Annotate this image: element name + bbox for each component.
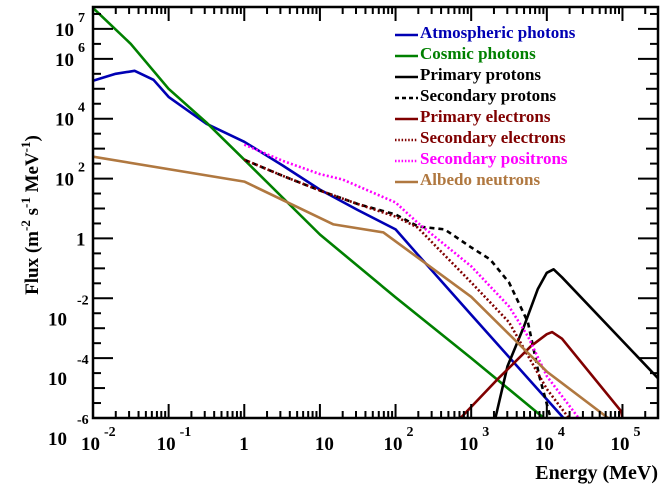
y-tick-label-exponent: -4 [77,353,89,368]
y-tick-label: 104 [55,101,85,131]
y-tick-label: 102 [55,161,85,191]
svg-text:Flux (m-2 s-1 MeV-1): Flux (m-2 s-1 MeV-1) [18,135,43,295]
legend-label: Albedo neutrons [420,170,541,189]
series-line-secondary-electrons [243,158,570,418]
legend-label: Secondary protons [420,86,557,105]
y-tick-label-exponent: -2 [77,293,89,308]
y-tick-label: 10 [48,369,67,390]
legend-label: Secondary positrons [420,149,568,168]
y-tick-label: 107 [55,11,85,41]
x-tick-label: 10-1 [157,425,192,455]
x-tick-label: 102 [384,425,414,455]
series-line-primary-electrons [459,330,624,418]
plot-frame [91,5,660,420]
legend-label: Primary electrons [420,107,551,126]
x-tick-label: 10 [315,434,334,455]
y-tick-label: 10 [48,429,67,450]
x-tick-label: 1 [239,434,249,455]
x-tick-label: 105 [610,425,640,455]
x-axis-title: Energy (MeV) [535,462,658,484]
y-tick-label: 1 [76,229,86,250]
legend-label: Secondary electrons [420,128,566,147]
y-tick-label: 106 [55,41,85,71]
y-tick-label: 10 [48,309,67,330]
x-tick-label: 104 [535,425,565,455]
series-line-albedo-neutrons [93,155,609,418]
legend-label: Cosmic photons [420,44,536,63]
y-axis-title: Flux (m-2 s-1 MeV-1) [18,135,43,295]
x-tick-label: 10-2 [81,425,116,455]
y-tick-label-exponent: -6 [77,413,89,428]
legend-label: Atmospheric photons [420,23,576,42]
x-tick-label: 103 [459,425,489,455]
series-line-atmospheric-photons [93,69,565,418]
series-line-secondary-positrons [243,143,580,418]
series-line-primary-protons [494,267,658,418]
legend-label: Primary protons [420,65,541,84]
